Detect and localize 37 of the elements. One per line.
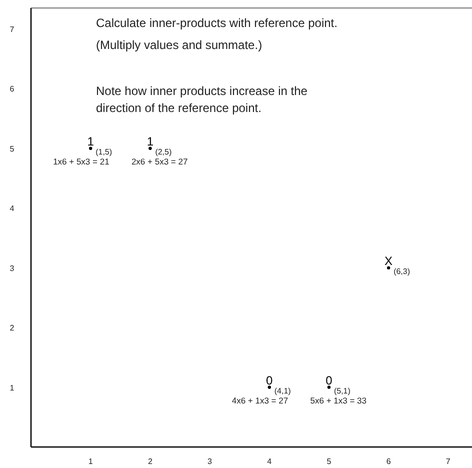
annotation: Note how inner products increase in the — [96, 84, 308, 98]
point — [88, 146, 92, 150]
series-label: X — [384, 254, 393, 268]
annotation: (4,1) — [274, 386, 292, 396]
annotation: 1x6 + 5x3 = 21 — [53, 156, 110, 166]
x-tick-label: 4 — [267, 457, 272, 466]
y-tick-label: 1 — [10, 383, 15, 392]
annotation: (1,5) — [96, 147, 112, 156]
y-tick-label: 4 — [10, 204, 15, 214]
annotation: 2x6 + 5x3 = 27 — [131, 156, 188, 166]
x-tick-label: 3 — [208, 457, 213, 466]
text: 1 — [146, 134, 154, 148]
annotation: 4x6 + 1x3 = 27 — [232, 395, 288, 406]
y-tick-label: 2 — [10, 324, 15, 333]
y-tick-label: 3 — [10, 264, 15, 273]
annotation: direction of the reference point. — [96, 101, 262, 115]
point — [386, 266, 390, 270]
x-tick-label: 1 — [88, 457, 94, 466]
x-tick-label: 6 — [386, 457, 392, 466]
x-tick-label: 7 — [446, 457, 451, 466]
x-tick-label: 5 — [326, 457, 332, 466]
y-tick-label: 5 — [10, 144, 15, 154]
x-tick-label: 2 — [148, 457, 153, 466]
annotation: (Multiply values and summate.) — [96, 38, 262, 52]
annotation: (2,5) — [155, 147, 172, 156]
point — [327, 386, 331, 389]
y-tick-label: 6 — [10, 84, 15, 94]
text: 0 — [326, 373, 332, 388]
annotation: (6,3) — [394, 266, 410, 276]
annotation: 5x6 + 1x3 = 33 — [310, 395, 367, 406]
annotation: (5,1) — [334, 386, 351, 396]
point — [268, 386, 271, 389]
series-label: 0 — [266, 373, 274, 388]
series-label: 1 — [87, 134, 94, 148]
annotation: Calculate inner-products with reference point. — [96, 16, 338, 30]
point — [148, 146, 152, 150]
y-tick-label: 7 — [10, 24, 15, 34]
